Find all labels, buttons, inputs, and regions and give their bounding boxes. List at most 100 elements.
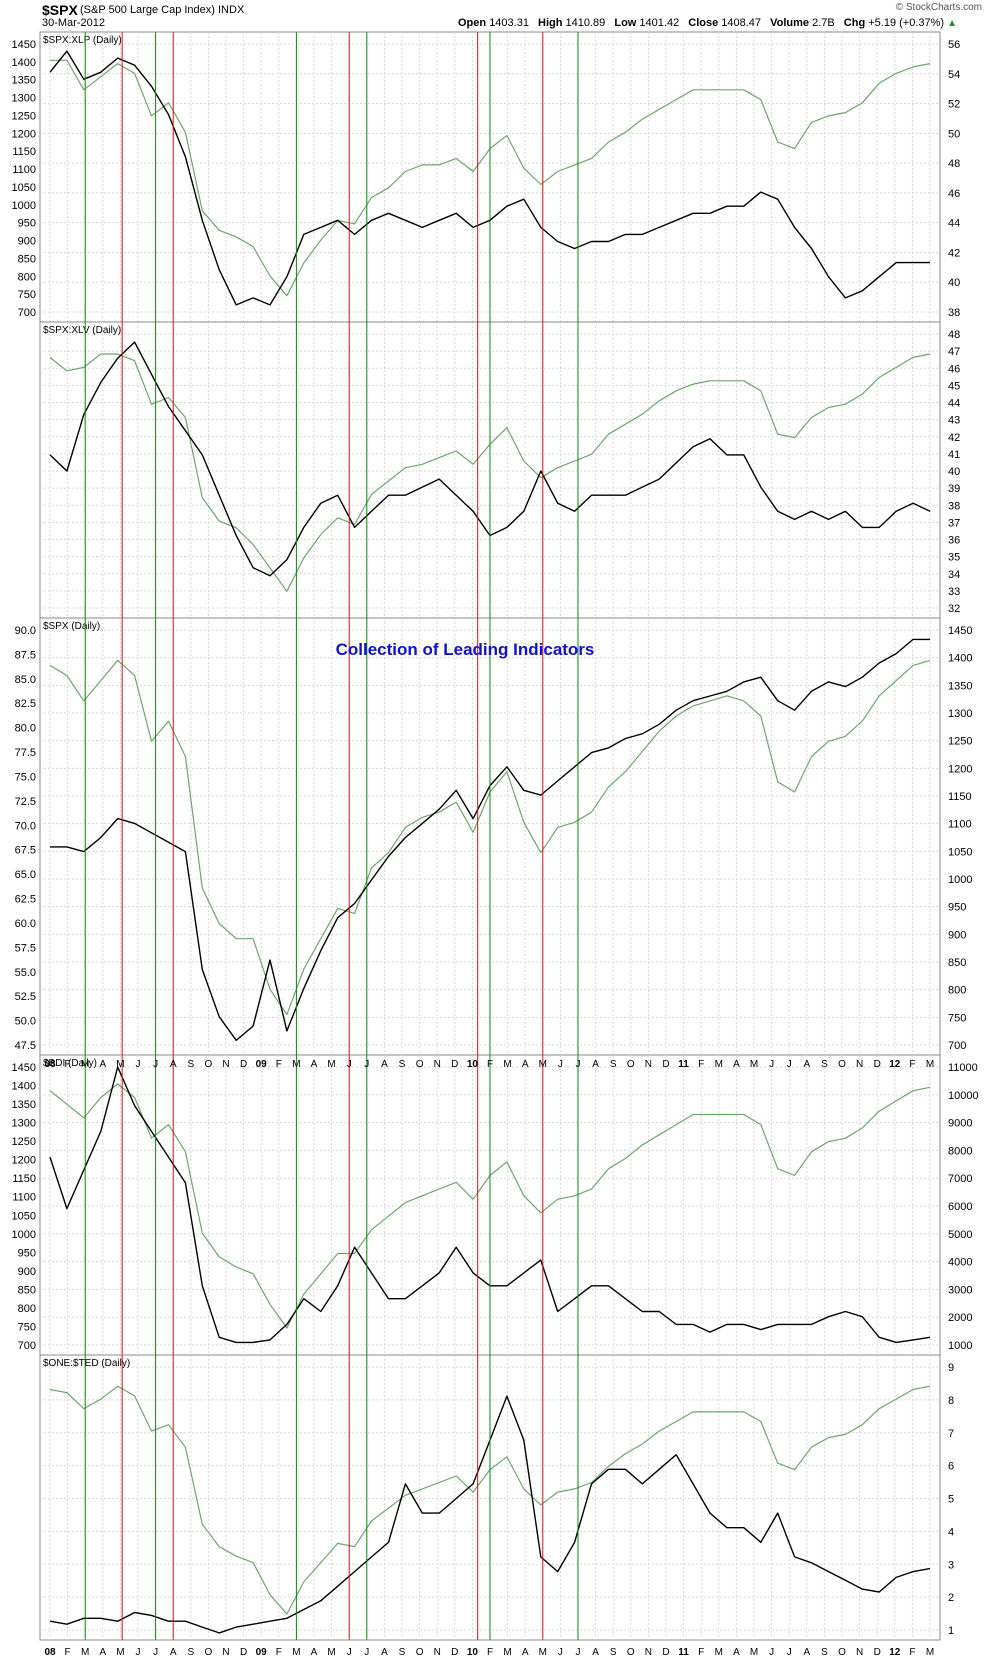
x-tick-label: F (487, 1647, 493, 1658)
right-tick-label: 48 (948, 329, 960, 341)
chart-header: $SPX (S&P 500 Large Cap Index) INDX 30-M… (0, 0, 990, 32)
right-tick-label: 1350 (948, 680, 972, 692)
x-tick-label: 12 (889, 1059, 901, 1070)
right-tick-label: 900 (948, 929, 966, 941)
x-tick-label: M (116, 1647, 124, 1658)
x-tick-label: J (558, 1647, 563, 1658)
left-tick-label: 1050 (12, 1210, 36, 1222)
open-value: 1403.31 (489, 17, 529, 29)
x-tick-label: A (170, 1647, 177, 1658)
x-tick-label: M (327, 1647, 335, 1658)
ohlc-readout: Open 1403.31 High 1410.89 Low 1401.42 Cl… (458, 17, 957, 29)
x-tick-label: S (187, 1647, 194, 1658)
left-tick-label: 700 (18, 1340, 36, 1352)
left-tick-label: 55.0 (15, 967, 36, 979)
x-tick-label: D (874, 1647, 881, 1658)
left-tick-label: 1250 (12, 110, 36, 122)
x-tick-label: J (787, 1059, 792, 1070)
left-tick-label: 1100 (12, 1192, 36, 1204)
right-tick-label: 7 (948, 1428, 954, 1440)
x-tick-label: O (627, 1059, 635, 1070)
left-tick-label: 1400 (12, 57, 36, 69)
right-tick-label: 32 (948, 603, 960, 615)
right-tick-label: 3 (948, 1559, 954, 1571)
right-tick-label: 48 (948, 158, 960, 170)
right-tick-label: 1000 (948, 874, 972, 886)
right-tick-label: 42 (948, 247, 960, 259)
x-tick-label: O (627, 1647, 635, 1658)
x-tick-label: A (381, 1059, 388, 1070)
x-tick-label: A (99, 1647, 106, 1658)
left-tick-label: 90.0 (15, 625, 36, 637)
x-tick-label: F (65, 1647, 71, 1658)
x-tick-label: M (292, 1059, 300, 1070)
right-tick-label: 35 (948, 552, 960, 564)
x-tick-label: 12 (889, 1647, 901, 1658)
x-tick-label: S (399, 1059, 406, 1070)
x-tick-label: S (187, 1059, 194, 1070)
x-tick-label: O (838, 1059, 846, 1070)
x-tick-label: D (662, 1059, 669, 1070)
left-tick-label: 1200 (12, 1155, 36, 1167)
x-tick-label: F (698, 1647, 704, 1658)
x-tick-label: 11 (678, 1059, 689, 1070)
x-tick-label: N (222, 1647, 229, 1658)
x-tick-label: S (821, 1647, 828, 1658)
left-tick-label: 65.0 (15, 869, 36, 881)
right-tick-label: 6 (948, 1461, 954, 1473)
chart-date: 30-Mar-2012 (42, 17, 105, 29)
x-tick-label: A (803, 1647, 810, 1658)
x-tick-label: A (592, 1647, 599, 1658)
x-tick-label: N (434, 1647, 441, 1658)
right-tick-label: 1000 (948, 1340, 972, 1352)
x-tick-label: 08 (44, 1647, 56, 1658)
right-tick-label: 1050 (948, 846, 972, 858)
x-tick-label: S (610, 1059, 617, 1070)
right-tick-label: 6000 (948, 1201, 972, 1213)
left-tick-label: 1100 (12, 164, 36, 176)
left-tick-label: 950 (18, 218, 36, 230)
x-tick-label: J (136, 1647, 141, 1658)
right-tick-label: 38 (948, 500, 960, 512)
close-value: 1408.47 (721, 17, 762, 29)
left-tick-label: 1200 (12, 128, 36, 140)
right-tick-label: 52 (948, 99, 960, 111)
left-tick-label: 1150 (12, 1173, 36, 1185)
x-tick-label: 11 (678, 1647, 689, 1658)
right-tick-label: 34 (948, 569, 960, 581)
left-tick-label: 850 (18, 253, 36, 265)
right-tick-label: 47 (948, 346, 960, 358)
right-tick-label: 40 (948, 466, 960, 478)
x-tick-label: O (205, 1647, 213, 1658)
chg-value: +5.19 (+0.37%) (868, 17, 945, 29)
right-tick-label: 2 (948, 1592, 954, 1604)
left-tick-label: 47.5 (15, 1040, 36, 1052)
x-tick-label: O (838, 1647, 846, 1658)
right-tick-label: 1250 (948, 736, 972, 748)
high-label: High (538, 17, 563, 29)
right-tick-label: 54 (948, 69, 960, 81)
x-tick-label: S (610, 1647, 617, 1658)
left-tick-label: 60.0 (15, 918, 36, 930)
left-tick-label: 750 (18, 1321, 36, 1333)
right-tick-label: 4000 (948, 1257, 972, 1269)
right-tick-label: 1200 (948, 763, 972, 775)
left-tick-label: 57.5 (15, 942, 36, 954)
x-tick-label: 10 (467, 1647, 479, 1658)
x-tick-label: N (434, 1059, 441, 1070)
close-label: Close (688, 17, 719, 29)
x-tick-label: J (347, 1647, 352, 1658)
right-tick-label: 1150 (948, 791, 972, 803)
panel-label: $SPX:XLV (Daily) (43, 325, 121, 336)
right-tick-label: 1450 (948, 625, 972, 637)
right-tick-label: 1400 (948, 653, 972, 665)
x-tick-label: A (170, 1059, 177, 1070)
right-tick-label: 10000 (948, 1090, 979, 1102)
x-tick-label: D (874, 1059, 881, 1070)
ticker-symbol: $SPX (42, 2, 78, 18)
right-tick-label: 42 (948, 432, 960, 444)
x-tick-label: F (65, 1059, 71, 1070)
left-tick-label: 75.0 (15, 771, 36, 783)
left-tick-label: 1150 (12, 146, 36, 158)
